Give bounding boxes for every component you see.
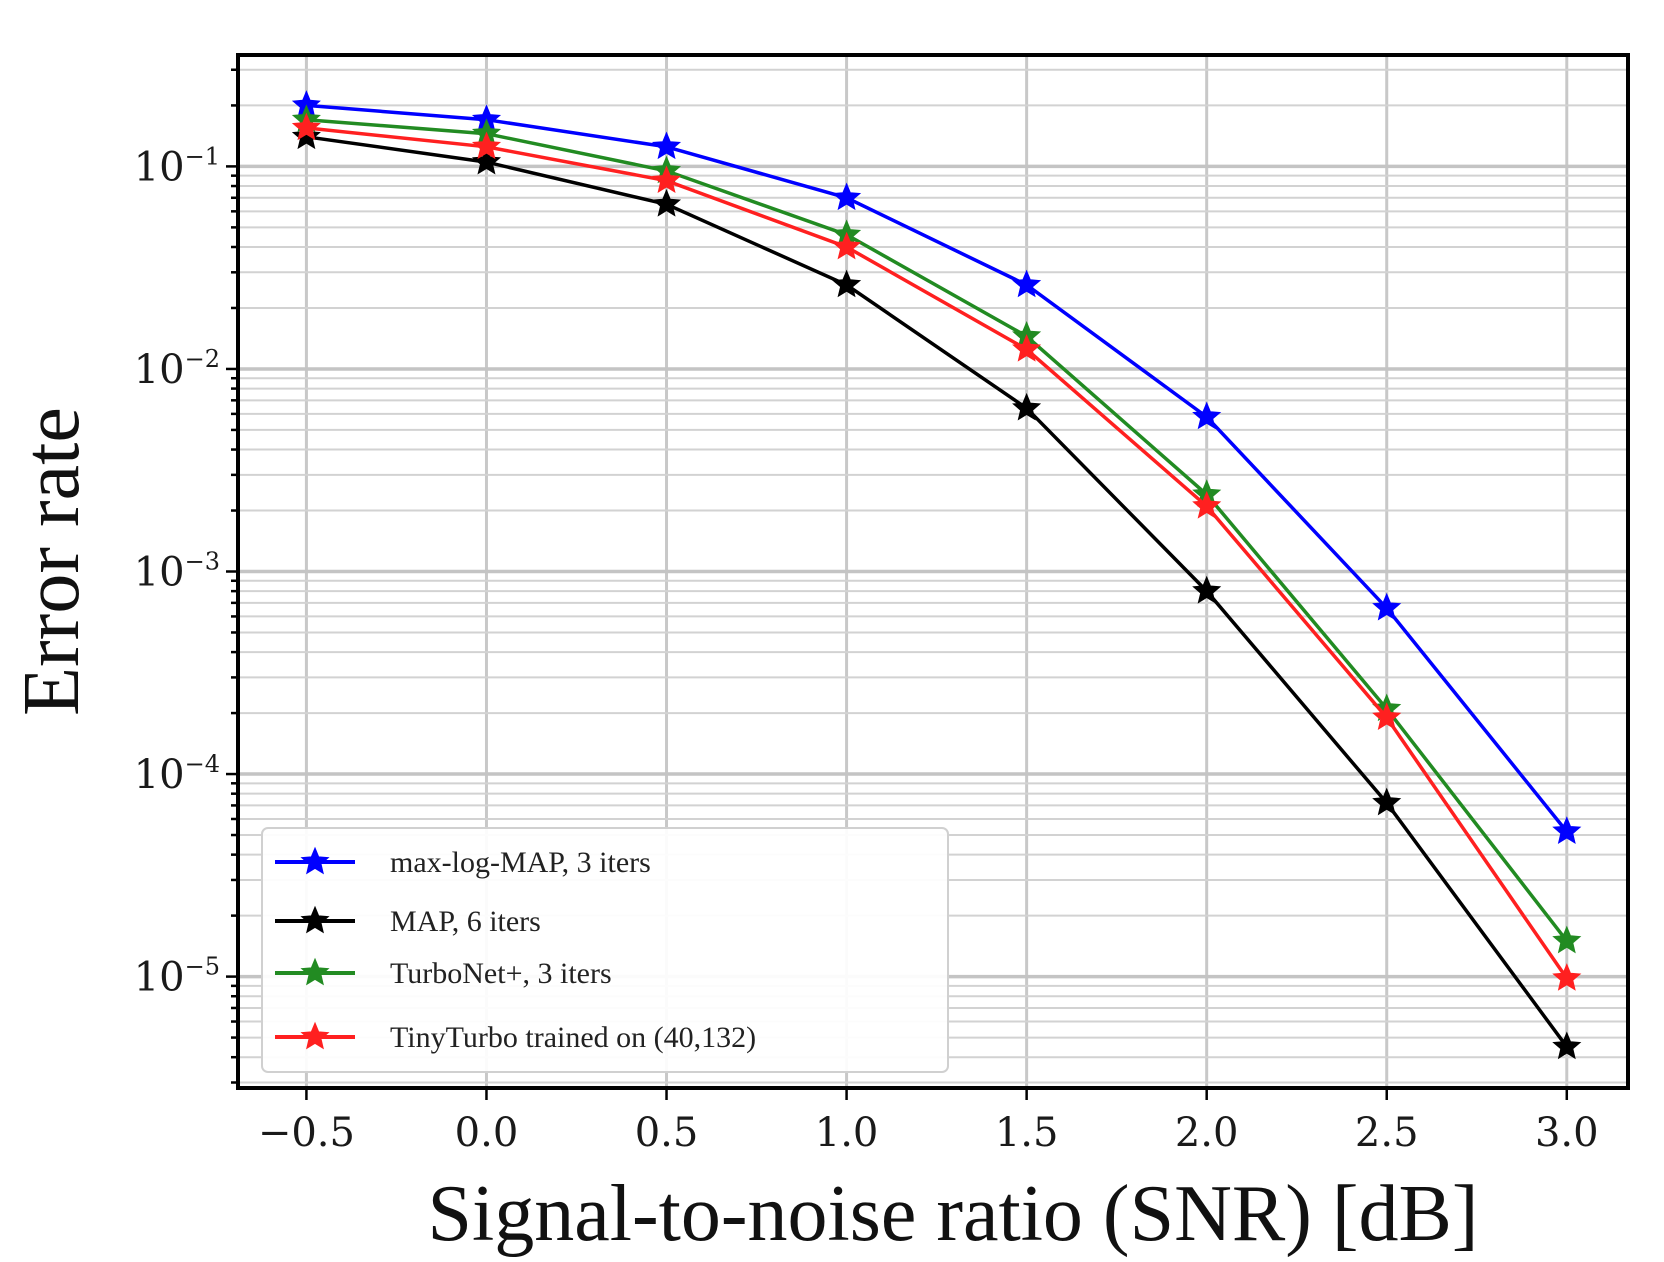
y-tick-label: 10−3 [134,548,220,596]
legend-marker [300,846,330,875]
legend: max-log-MAP, 3 iters MAP, 6 iters TurboNet… [261,827,949,1073]
x-tick-label: 2.5 [1355,1110,1419,1156]
data-point [1552,925,1582,954]
series-line [306,126,1569,980]
series-3 [291,112,1582,991]
legend-label: TurboNet+, 3 iters [390,957,612,990]
series-line [306,135,1569,1048]
x-tick-label: 3.0 [1535,1110,1599,1156]
y-axis-label: Error rate [8,407,96,716]
legend-marker [300,957,330,986]
x-tick-label: 1.5 [995,1110,1059,1156]
y-tick-label: 10−4 [134,750,220,798]
x-tick-label: −0.5 [258,1110,355,1156]
y-tick-label: 10−2 [134,345,220,393]
x-tick-label: 0.5 [635,1110,699,1156]
data-point [832,182,862,211]
x-axis-ticks: −0.5 0.0 0.5 1.0 1.5 2.0 2.5 3.0 [258,1088,1599,1156]
legend-entry: TurboNet+, 3 iters [275,957,612,990]
legend-entry: MAP, 6 iters [275,905,541,938]
series-0 [291,90,1582,844]
legend-marker [300,905,330,934]
y-axis-ticks: 10−1 10−2 10−3 10−4 10−5 [134,68,238,1084]
data-point [651,131,682,160]
data-point [1012,333,1042,362]
data-point [291,112,321,141]
legend-box [261,827,949,1073]
data-point [471,131,502,160]
data-point [1552,816,1582,844]
legend-marker [300,1021,330,1050]
data-point [1552,963,1582,991]
series-layer [291,90,1582,1060]
data-point [1192,575,1222,604]
data-point [832,269,862,298]
data-point [1012,269,1042,298]
data-point [1192,401,1222,430]
legend-label: TinyTurbo trained on (40,132) [390,1021,756,1054]
legend-label: MAP, 6 iters [390,905,541,938]
legend-entry: TinyTurbo trained on (40,132) [275,1021,756,1054]
y-tick-label: 10−5 [134,953,220,1001]
y-tick-label: 10−1 [134,142,220,190]
data-point [291,121,321,150]
legend-entry: max-log-MAP, 3 iters [275,846,651,879]
data-point [651,188,682,217]
series-line [306,117,1569,942]
data-point [1372,702,1402,730]
data-point [651,165,682,194]
legend-label: max-log-MAP, 3 iters [390,846,651,879]
series-1 [291,121,1582,1060]
series-line [306,103,1569,833]
data-point [1012,392,1042,421]
data-point [1372,787,1402,816]
data-point [471,146,502,175]
x-tick-label: 1.0 [815,1110,879,1156]
data-point [1552,1031,1582,1060]
x-axis-label: Signal-to-noise ratio (SNR) [dB] [428,1170,1479,1258]
x-tick-label: 2.0 [1175,1110,1239,1156]
x-tick-label: 0.0 [455,1110,519,1156]
data-point [1192,490,1222,519]
data-point [1372,592,1402,621]
data-point [832,231,862,260]
